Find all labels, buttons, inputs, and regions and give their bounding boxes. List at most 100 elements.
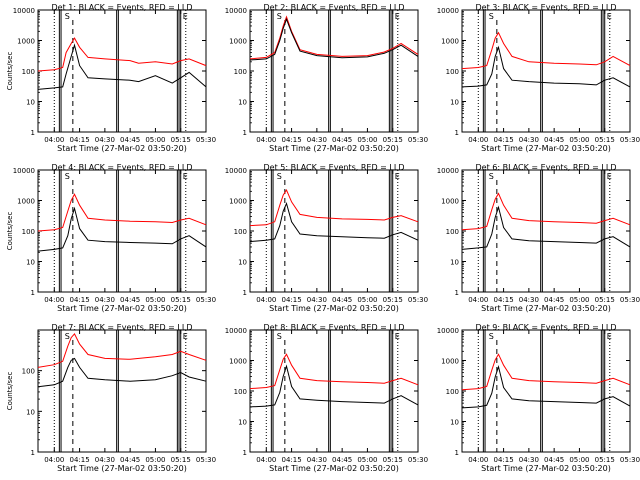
x-tick-label: 05:00 <box>569 456 589 464</box>
series-lld-line <box>461 353 631 391</box>
y-tick-label: 1 <box>455 289 459 297</box>
chart-title: Det 1: BLACK = Events, RED = LLD <box>52 3 193 12</box>
marker-label-s: S <box>489 172 494 181</box>
marker-label-s: S <box>65 172 70 181</box>
x-tick-label: 05:00 <box>357 296 377 304</box>
chart-title: Det 2: BLACK = Events, RED = LLD <box>264 3 405 12</box>
x-tick-label: 04:45 <box>120 296 140 304</box>
x-tick-label: 05:30 <box>620 136 640 144</box>
x-tick-label: 04:30 <box>307 136 327 144</box>
x-tick-label: 04:45 <box>120 136 140 144</box>
y-tick-label: 10000 <box>13 167 35 175</box>
marker-label-e: E <box>607 12 612 21</box>
y-tick-label: 10 <box>450 99 459 107</box>
x-tick-label: 04:00 <box>44 456 64 464</box>
marker-label-e: E <box>395 172 400 181</box>
x-tick-label: 04:30 <box>519 456 539 464</box>
series-lld-line <box>249 189 419 227</box>
x-tick-label: 04:15 <box>281 456 301 464</box>
plot-frame <box>37 329 207 453</box>
series-events-line <box>37 206 207 252</box>
y-tick-label: 100 <box>22 68 35 76</box>
x-tick-label: 04:00 <box>44 296 64 304</box>
y-tick-label: 10 <box>450 259 459 267</box>
x-tick-label: 05:00 <box>357 136 377 144</box>
x-tick-label: 05:30 <box>196 456 216 464</box>
x-axis-label: Start Time (27-Mar-02 03:50:20) <box>57 304 187 313</box>
x-tick-label: 05:30 <box>408 136 428 144</box>
y-tick-label: 100 <box>234 228 247 236</box>
x-tick-label: 04:30 <box>95 296 115 304</box>
x-tick-label: 05:30 <box>408 456 428 464</box>
y-tick-label: 10000 <box>225 7 247 15</box>
x-axis-label: Start Time (27-Mar-02 03:50:20) <box>481 144 611 153</box>
x-tick-label: 05:00 <box>569 136 589 144</box>
y-tick-label: 10000 <box>225 167 247 175</box>
x-tick-label: 04:00 <box>468 296 488 304</box>
x-axis-label: Start Time (27-Mar-02 03:50:20) <box>269 464 399 473</box>
y-tick-label: 10 <box>26 99 35 107</box>
x-tick-label: 05:15 <box>595 296 615 304</box>
y-tick-label: 10000 <box>13 7 35 15</box>
x-tick-label: 04:00 <box>256 456 276 464</box>
marker-label-e: E <box>183 172 188 181</box>
y-tick-label: 10000 <box>437 327 459 335</box>
marker-label-s: S <box>65 332 70 341</box>
y-tick-label: 10000 <box>437 167 459 175</box>
y-tick-label: 1 <box>31 129 35 137</box>
marker-label-s: S <box>65 12 70 21</box>
marker-label-e: E <box>395 12 400 21</box>
y-tick-label: 1000 <box>17 198 35 206</box>
y-tick-label: 1000 <box>441 198 459 206</box>
x-tick-label: 04:30 <box>519 296 539 304</box>
x-axis-label: Start Time (27-Mar-02 03:50:20) <box>269 144 399 153</box>
y-tick-label: 10 <box>238 99 247 107</box>
panel-3: Det 3: BLACK = Events, RED = LLD 1 10 100 10… <box>437 3 640 153</box>
y-tick-label: 1 <box>31 289 35 297</box>
chart-title: Det 7: BLACK = Events, RED = LLD <box>52 323 193 332</box>
y-tick-label: 1000 <box>229 358 247 366</box>
series-events-line <box>461 364 631 409</box>
series-lld-line <box>37 193 207 232</box>
x-tick-label: 04:30 <box>95 136 115 144</box>
marker-label-e: E <box>395 332 400 341</box>
marker-label-e: E <box>607 332 612 341</box>
marker-label-s: S <box>489 332 494 341</box>
series-events-line <box>461 45 631 88</box>
x-tick-label: 04:00 <box>468 136 488 144</box>
y-tick-label: 100 <box>446 68 459 76</box>
y-tick-label: 100 <box>446 228 459 236</box>
x-tick-label: 04:30 <box>519 136 539 144</box>
x-tick-label: 04:00 <box>44 136 64 144</box>
x-tick-label: 04:15 <box>69 136 89 144</box>
panel-6: Det 6: BLACK = Events, RED = LLD 1 10 100 10… <box>437 163 640 313</box>
x-tick-label: 04:00 <box>256 296 276 304</box>
x-tick-label: 05:30 <box>196 296 216 304</box>
y-tick-label: 100 <box>234 388 247 396</box>
y-tick-label: 1000 <box>441 358 459 366</box>
marker-label-s: S <box>277 332 282 341</box>
y-axis-label: Counts/sec <box>6 52 14 91</box>
y-tick-label: 100 <box>446 388 459 396</box>
x-tick-label: 05:00 <box>145 136 165 144</box>
panel-2: Det 2: BLACK = Events, RED = LLD 1 10 100 10… <box>225 3 428 153</box>
x-axis-label: Start Time (27-Mar-02 03:50:20) <box>481 464 611 473</box>
marker-label-s: S <box>277 172 282 181</box>
series-events-line <box>249 364 419 408</box>
marker-label-e: E <box>607 172 612 181</box>
x-tick-label: 05:00 <box>357 456 377 464</box>
x-tick-label: 04:15 <box>493 296 513 304</box>
x-tick-label: 04:30 <box>95 456 115 464</box>
x-tick-label: 04:15 <box>281 296 301 304</box>
panel-5: Det 5: BLACK = Events, RED = LLD 1 10 100 10… <box>225 163 428 313</box>
panel-4: Det 4: BLACK = Events, RED = LLD 1 10 100 10… <box>6 163 216 313</box>
x-tick-label: 05:15 <box>595 456 615 464</box>
x-tick-label: 04:30 <box>307 296 327 304</box>
y-tick-label: 1 <box>455 129 459 137</box>
panel-1: Det 1: BLACK = Events, RED = LLD 1 10 100 10… <box>6 3 216 153</box>
x-tick-label: 05:15 <box>595 136 615 144</box>
x-axis-label: Start Time (27-Mar-02 03:50:20) <box>481 304 611 313</box>
x-tick-label: 04:45 <box>120 456 140 464</box>
series-events-line <box>249 17 419 61</box>
